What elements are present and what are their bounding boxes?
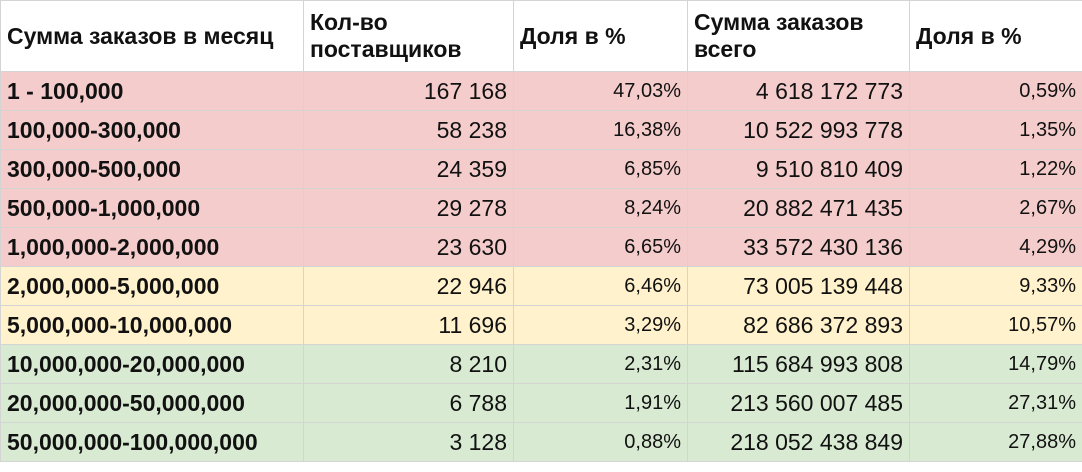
range-cell[interactable]: 1 - 100,000 [0,71,304,111]
table-row: 300,000-500,000 24 359 6,85% 9 510 810 4… [0,149,1082,189]
range-cell[interactable]: 500,000-1,000,000 [0,188,304,228]
header-monthly-orders[interactable]: Сумма заказов в месяц [0,0,304,72]
suppliers-cell[interactable]: 24 359 [303,149,514,189]
total-share-cell[interactable]: 27,31% [909,383,1082,423]
suppliers-cell[interactable]: 167 168 [303,71,514,111]
total-orders-cell[interactable]: 4 618 172 773 [687,71,910,111]
table-row: 1,000,000-2,000,000 23 630 6,65% 33 572 … [0,227,1082,267]
header-supplier-count[interactable]: Кол-во поставщиков [303,0,514,72]
suppliers-share-cell[interactable]: 8,24% [513,188,688,228]
suppliers-share-cell[interactable]: 6,85% [513,149,688,189]
total-orders-cell[interactable]: 20 882 471 435 [687,188,910,228]
total-share-cell[interactable]: 1,22% [909,149,1082,189]
orders-table: Сумма заказов в месяц Кол-во поставщиков… [0,0,1082,462]
header-supplier-share[interactable]: Доля в % [513,0,688,72]
range-cell[interactable]: 2,000,000-5,000,000 [0,266,304,306]
table-row: 2,000,000-5,000,000 22 946 6,46% 73 005 … [0,266,1082,306]
total-orders-cell[interactable]: 33 572 430 136 [687,227,910,267]
suppliers-cell[interactable]: 6 788 [303,383,514,423]
total-orders-cell[interactable]: 115 684 993 808 [687,344,910,384]
range-cell[interactable]: 50,000,000-100,000,000 [0,422,304,462]
range-cell[interactable]: 5,000,000-10,000,000 [0,305,304,345]
suppliers-cell[interactable]: 8 210 [303,344,514,384]
suppliers-cell[interactable]: 22 946 [303,266,514,306]
header-row: Сумма заказов в месяц Кол-во поставщиков… [0,0,1082,72]
suppliers-share-cell[interactable]: 0,88% [513,422,688,462]
suppliers-cell[interactable]: 3 128 [303,422,514,462]
suppliers-share-cell[interactable]: 16,38% [513,110,688,150]
table-row: 500,000-1,000,000 29 278 8,24% 20 882 47… [0,188,1082,228]
total-orders-cell[interactable]: 218 052 438 849 [687,422,910,462]
total-orders-cell[interactable]: 213 560 007 485 [687,383,910,423]
total-share-cell[interactable]: 10,57% [909,305,1082,345]
total-orders-cell[interactable]: 82 686 372 893 [687,305,910,345]
range-cell[interactable]: 1,000,000-2,000,000 [0,227,304,267]
suppliers-share-cell[interactable]: 6,46% [513,266,688,306]
range-cell[interactable]: 10,000,000-20,000,000 [0,344,304,384]
total-share-cell[interactable]: 9,33% [909,266,1082,306]
range-cell[interactable]: 300,000-500,000 [0,149,304,189]
table-row: 1 - 100,000 167 168 47,03% 4 618 172 773… [0,71,1082,111]
suppliers-cell[interactable]: 29 278 [303,188,514,228]
header-total-share[interactable]: Доля в % [909,0,1082,72]
header-total-orders[interactable]: Сумма заказов всего [687,0,910,72]
total-orders-cell[interactable]: 73 005 139 448 [687,266,910,306]
table-row: 5,000,000-10,000,000 11 696 3,29% 82 686… [0,305,1082,345]
range-cell[interactable]: 100,000-300,000 [0,110,304,150]
suppliers-share-cell[interactable]: 1,91% [513,383,688,423]
suppliers-share-cell[interactable]: 2,31% [513,344,688,384]
table-row: 20,000,000-50,000,000 6 788 1,91% 213 56… [0,383,1082,423]
suppliers-cell[interactable]: 23 630 [303,227,514,267]
suppliers-cell[interactable]: 11 696 [303,305,514,345]
suppliers-share-cell[interactable]: 47,03% [513,71,688,111]
table-row: 50,000,000-100,000,000 3 128 0,88% 218 0… [0,422,1082,462]
table-row: 10,000,000-20,000,000 8 210 2,31% 115 68… [0,344,1082,384]
range-cell[interactable]: 20,000,000-50,000,000 [0,383,304,423]
total-share-cell[interactable]: 0,59% [909,71,1082,111]
total-orders-cell[interactable]: 9 510 810 409 [687,149,910,189]
suppliers-share-cell[interactable]: 6,65% [513,227,688,267]
table-row: 100,000-300,000 58 238 16,38% 10 522 993… [0,110,1082,150]
total-share-cell[interactable]: 14,79% [909,344,1082,384]
suppliers-cell[interactable]: 58 238 [303,110,514,150]
total-share-cell[interactable]: 4,29% [909,227,1082,267]
total-share-cell[interactable]: 27,88% [909,422,1082,462]
total-orders-cell[interactable]: 10 522 993 778 [687,110,910,150]
suppliers-share-cell[interactable]: 3,29% [513,305,688,345]
total-share-cell[interactable]: 2,67% [909,188,1082,228]
total-share-cell[interactable]: 1,35% [909,110,1082,150]
